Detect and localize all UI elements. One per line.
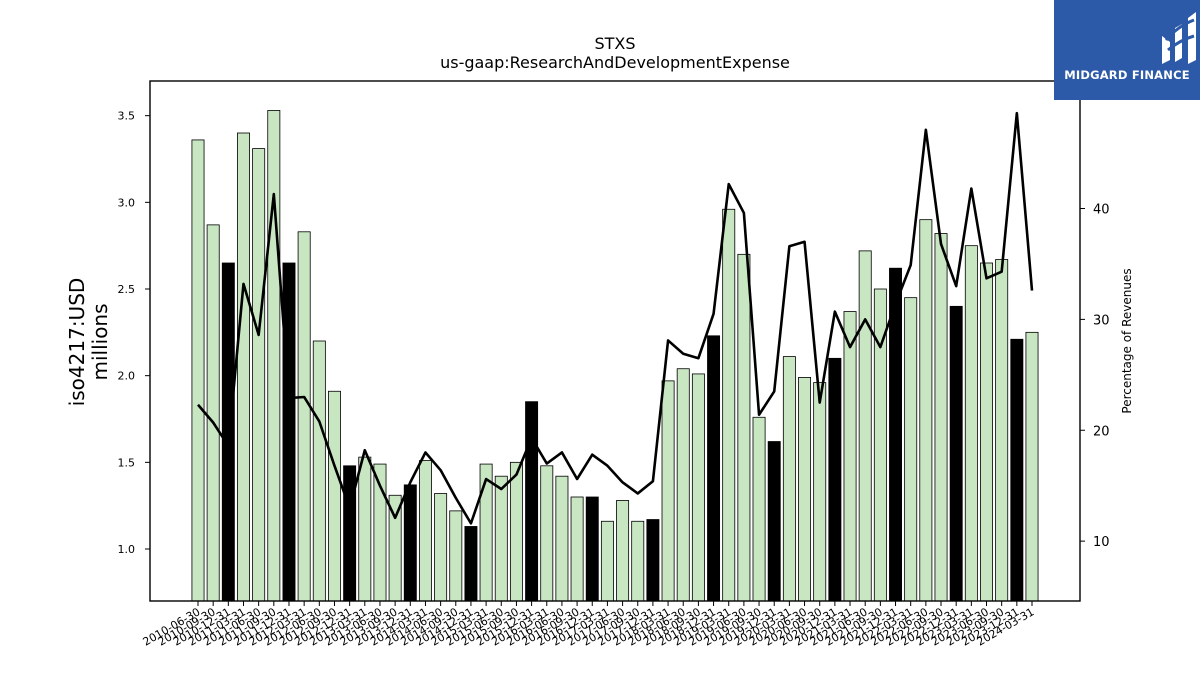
bar-2015-03-31	[479, 463, 493, 602]
bar-series	[191, 110, 1039, 602]
bar-2013-03-31	[358, 456, 372, 602]
bar-2014-12-31	[464, 526, 478, 602]
plot-frame	[149, 80, 1081, 602]
bar-2023-03-31	[964, 245, 978, 602]
bar-2010-09-30	[206, 224, 220, 602]
bar-2020-03-31	[782, 356, 796, 602]
y-axis-right: 10 20 30 40	[1080, 203, 1110, 550]
bar-2011-09-30	[267, 110, 281, 602]
bar-2014-06-30	[434, 493, 448, 602]
y2-tick-label: 20	[1093, 424, 1110, 439]
bar-2012-06-30	[312, 340, 326, 602]
y2-tick-label: 10	[1093, 535, 1110, 550]
bar-2015-12-31	[525, 401, 539, 602]
bar-2023-06-30	[980, 262, 993, 602]
bar-2016-12-31	[585, 496, 599, 602]
y-tick-label: 2.5	[118, 283, 136, 296]
midgard-logo-icon	[1162, 12, 1196, 64]
bar-2020-06-30	[798, 376, 812, 602]
y-tick-label: 2.0	[118, 370, 136, 383]
bar-2014-03-31	[418, 460, 432, 602]
bar-2015-09-30	[509, 461, 523, 602]
bar-2012-09-30	[328, 390, 341, 602]
bar-2010-06-30	[191, 139, 205, 602]
bar-2023-12-31	[1010, 338, 1024, 602]
bar-2011-03-31	[237, 132, 250, 602]
bar-2021-06-30	[858, 250, 872, 602]
bar-2015-06-30	[494, 475, 508, 602]
bar-2011-12-31	[282, 262, 296, 602]
bar-2022-06-30	[919, 219, 933, 602]
y2-tick-label: 40	[1093, 203, 1110, 218]
bar-2019-09-30	[752, 416, 766, 602]
y2-tick-label: 30	[1093, 313, 1110, 328]
bar-2017-09-30	[631, 520, 645, 602]
bar-2016-03-31	[540, 465, 554, 602]
y-axis-label-line: iso4217:USD	[65, 278, 89, 407]
y2-axis-label: Percentage of Revenues	[1120, 268, 1134, 413]
bar-2022-12-31	[949, 305, 963, 602]
y-tick-label: 3.5	[118, 110, 136, 123]
bar-2011-06-30	[252, 148, 266, 602]
bar-2021-03-31	[843, 311, 857, 602]
bar-2022-09-30	[934, 233, 948, 602]
y-axis-label-line: millions	[88, 303, 112, 380]
bar-2013-12-31	[403, 484, 417, 602]
bar-2012-03-31	[297, 231, 311, 602]
bar-2016-09-30	[570, 496, 584, 602]
logo: MIDGARD FINANCE	[1054, 0, 1200, 100]
y-tick-label: 1.5	[118, 456, 136, 469]
bar-2020-12-31	[828, 357, 842, 602]
y-axis-label: iso4217:USDmillions	[65, 278, 112, 407]
bar-2017-06-30	[616, 500, 630, 602]
bar-2017-03-31	[600, 520, 614, 602]
x-axis: 2010-06-302010-09-302010-12-312011-03-31…	[141, 601, 1037, 649]
bar-2023-09-30	[995, 259, 1009, 602]
bar-2022-03-31	[904, 297, 918, 602]
bar-2019-06-30	[737, 253, 751, 602]
bar-2018-03-31	[661, 380, 675, 602]
bar-2020-09-30	[813, 382, 827, 602]
percentage-line	[197, 111, 1034, 525]
chart-subtitle: us-gaap:ResearchAndDevelopmentExpense	[440, 53, 790, 72]
bar-2012-12-31	[343, 465, 357, 602]
chart-title: STXS	[594, 34, 635, 53]
bar-2018-12-31	[707, 335, 721, 602]
bar-2019-03-31	[722, 208, 736, 602]
bar-2018-09-30	[691, 373, 705, 602]
bar-2014-09-30	[449, 510, 463, 602]
bar-2017-12-31	[646, 519, 660, 602]
bar-2019-12-31	[767, 441, 781, 602]
logo-text: MIDGARD FINANCE	[1064, 68, 1190, 82]
bar-2018-06-30	[676, 368, 690, 602]
y-tick-label: 3.0	[118, 196, 136, 209]
bar-2024-03-31	[1025, 331, 1039, 602]
y-tick-label: 1.0	[118, 543, 136, 556]
bar-2016-06-30	[555, 475, 569, 602]
y-axis-left: 1.0 1.5 2.0 2.5 3.0 3.5	[118, 110, 150, 556]
